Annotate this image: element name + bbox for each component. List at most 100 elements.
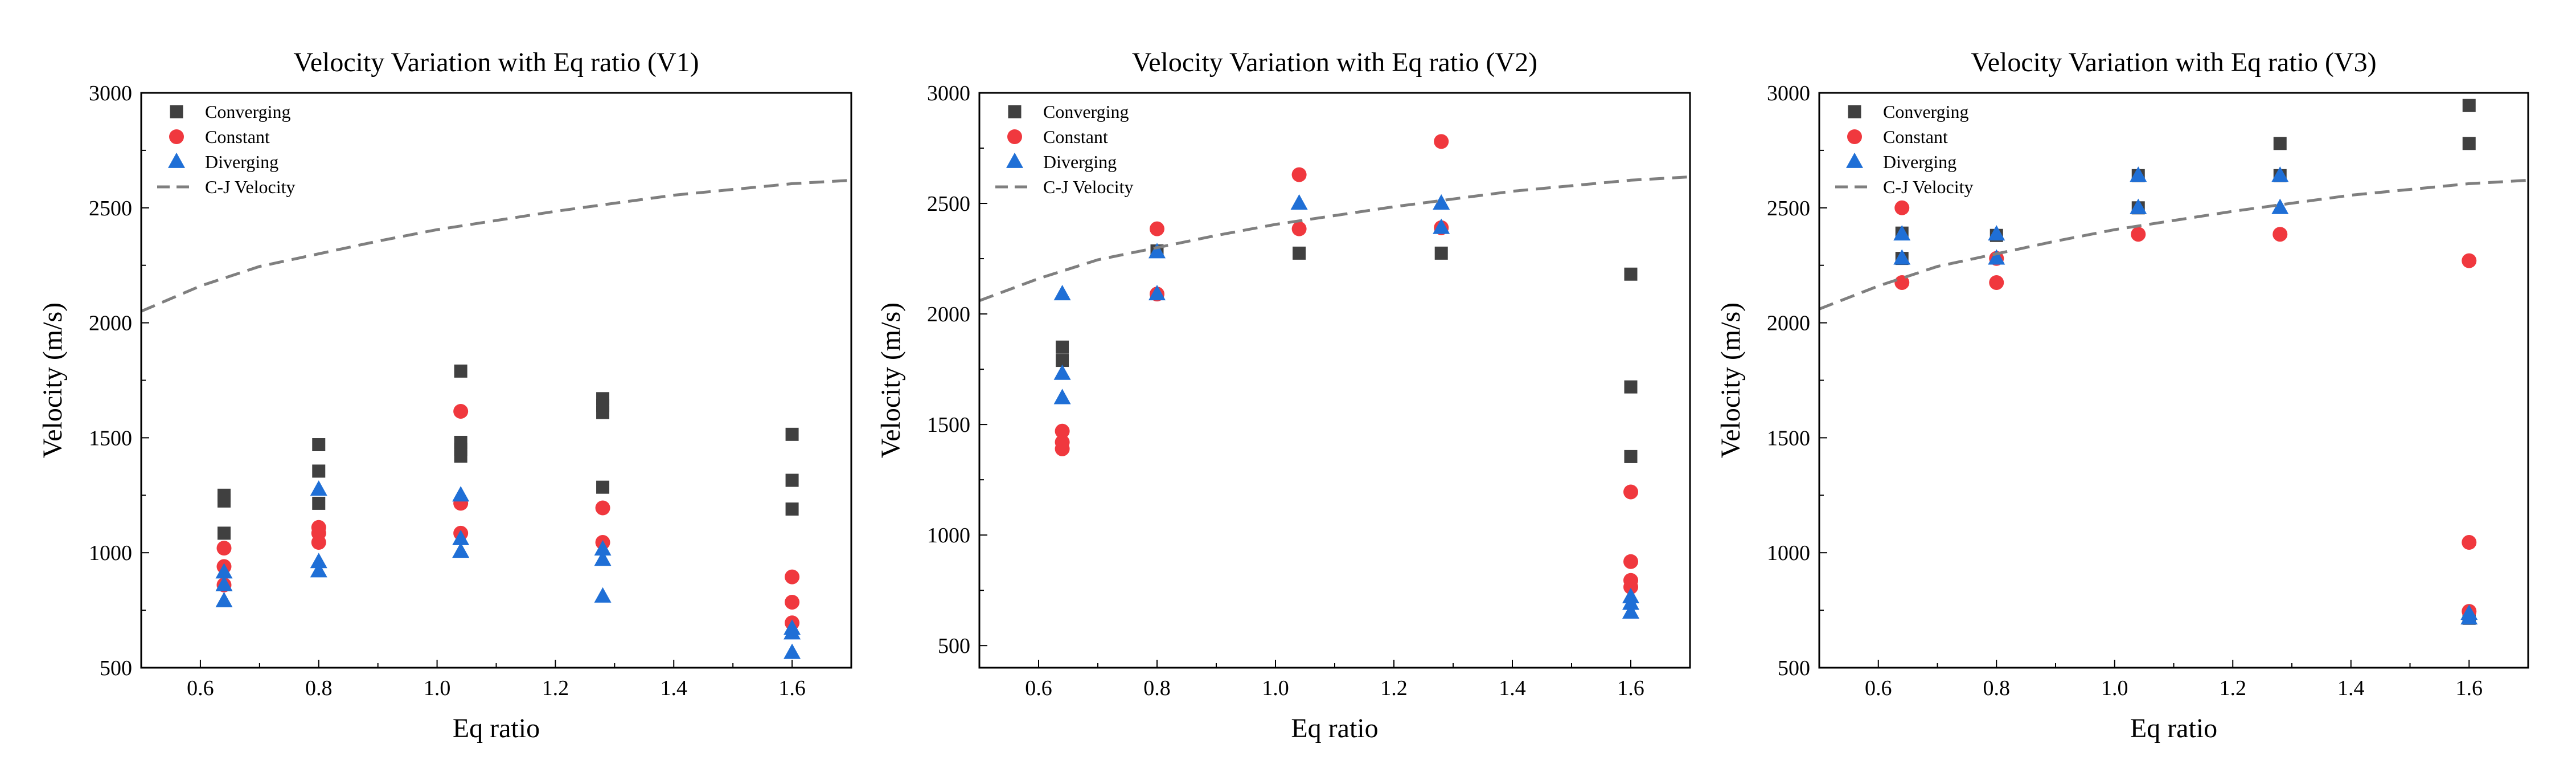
y-tick-label: 2000 — [927, 303, 970, 326]
constant-point — [1291, 221, 1307, 236]
x-tick-label: 1.0 — [1262, 676, 1289, 700]
constant-point — [311, 535, 326, 550]
legend-converging-swatch — [1848, 105, 1861, 119]
diverging-point — [215, 575, 233, 591]
converging-point — [785, 427, 799, 441]
chart-title: Velocity Variation with Eq ratio (V3) — [1971, 47, 2376, 77]
x-tick-label: 0.6 — [1865, 676, 1892, 700]
legend-constant-label: Constant — [205, 126, 270, 147]
y-tick-label: 500 — [938, 634, 970, 658]
chart-panel-2: Velocity Variation with Eq ratio (V2) 0.6… — [876, 47, 1691, 743]
legend-constant-swatch — [169, 129, 184, 144]
x-tick-label: 1.2 — [1380, 676, 1408, 700]
x-tick-label: 1.4 — [661, 676, 688, 700]
y-tick-label: 2500 — [927, 192, 970, 216]
diverging-point — [1893, 225, 1911, 241]
c-j-velocity-line — [1819, 178, 2528, 310]
legend-converging-swatch — [1008, 105, 1022, 119]
legend-constant-label: Constant — [1043, 126, 1108, 147]
converging-point — [1293, 246, 1306, 260]
diverging-point — [1148, 243, 1166, 259]
constant-point — [2462, 253, 2477, 268]
diverging-point — [1988, 249, 2005, 265]
plot-frame — [978, 92, 1691, 669]
data-layer — [141, 178, 851, 659]
data-layer — [979, 134, 1690, 619]
diverging-point — [1290, 194, 1308, 210]
chart-panel-1: Velocity Variation with Eq ratio (V1) 0.6… — [38, 47, 852, 743]
converging-point — [454, 364, 467, 378]
y-tick-label: 3000 — [89, 81, 132, 105]
y-tick-label: 3000 — [927, 81, 970, 105]
legend-converging-swatch — [170, 105, 183, 119]
y-tick-label: 1500 — [927, 413, 970, 437]
legend-c-j-velocity-label: C-J Velocity — [205, 177, 296, 197]
diverging-point — [2130, 166, 2147, 182]
x-tick-label: 1.6 — [2456, 676, 2483, 700]
legend-diverging-swatch — [1846, 152, 1863, 168]
diverging-point — [1433, 194, 1450, 210]
converging-point — [312, 464, 326, 478]
converging-point — [312, 496, 326, 510]
diverging-point — [1622, 594, 1639, 610]
y-tick-label: 500 — [100, 656, 132, 680]
diverging-point — [452, 542, 470, 558]
diverging-point — [594, 587, 612, 603]
legend-constant-swatch — [1847, 129, 1862, 144]
converging-point — [2462, 137, 2476, 150]
constant-point — [1894, 200, 1910, 215]
converging-point — [596, 480, 610, 494]
y-tick-label: 1000 — [89, 541, 132, 565]
constant-point — [453, 403, 469, 419]
x-tick-label: 1.0 — [424, 676, 451, 700]
converging-point — [1056, 340, 1069, 354]
diverging-point — [784, 643, 801, 659]
chart-panel-3: Velocity Variation with Eq ratio (V3) 0.6… — [1716, 47, 2529, 743]
constant-point — [785, 569, 800, 585]
y-axis-label: Velocity (m/s) — [38, 303, 68, 458]
converging-point — [1434, 246, 1448, 260]
constant-point — [216, 541, 232, 556]
constant-point — [1055, 441, 1070, 456]
legend-converging-label: Converging — [205, 101, 291, 122]
constant-point — [1623, 554, 1638, 569]
legend-diverging-swatch — [1006, 152, 1023, 168]
legend-diverging-label: Diverging — [1043, 152, 1117, 172]
constant-point — [2462, 535, 2477, 550]
diverging-point — [1988, 225, 2005, 241]
y-tick-label: 500 — [1778, 656, 1810, 680]
diverging-point — [1433, 218, 1450, 234]
converging-point — [454, 450, 467, 463]
y-tick-label: 1500 — [1767, 426, 1810, 450]
constant-point — [1894, 275, 1910, 290]
y-tick-label: 1000 — [1767, 541, 1810, 565]
constant-point — [1989, 275, 2004, 290]
constant-point — [1623, 579, 1638, 595]
chart-title: Velocity Variation with Eq ratio (V2) — [1132, 47, 1537, 77]
constant-point — [1623, 484, 1638, 500]
y-tick-label: 2000 — [89, 312, 132, 336]
converging-point — [1624, 267, 1638, 281]
x-axis-label: Eq ratio — [453, 713, 540, 743]
constant-point — [2273, 227, 2288, 242]
chart-title: Velocity Variation with Eq ratio (V1) — [293, 47, 699, 77]
x-tick-label: 0.8 — [305, 676, 333, 700]
legend-converging-label: Converging — [1883, 101, 1969, 122]
diverging-point — [1893, 249, 1911, 265]
x-tick-label: 1.4 — [1499, 676, 1526, 700]
legend-constant-label: Constant — [1883, 126, 1948, 147]
y-tick-label: 2500 — [1767, 197, 1810, 220]
legend: Converging Constant Diverging C-J Velocity — [995, 101, 1134, 197]
converging-point — [2273, 137, 2287, 150]
y-axis-label: Velocity (m/s) — [876, 303, 906, 458]
x-tick-label: 0.6 — [187, 676, 214, 700]
converging-point — [312, 438, 326, 452]
legend-converging-label: Converging — [1043, 101, 1129, 122]
plot-frame — [140, 92, 852, 669]
diverging-point — [1622, 603, 1639, 619]
converging-point — [1624, 380, 1638, 394]
constant-point — [1291, 167, 1307, 182]
constant-point — [1055, 423, 1070, 439]
diverging-point — [215, 591, 233, 607]
